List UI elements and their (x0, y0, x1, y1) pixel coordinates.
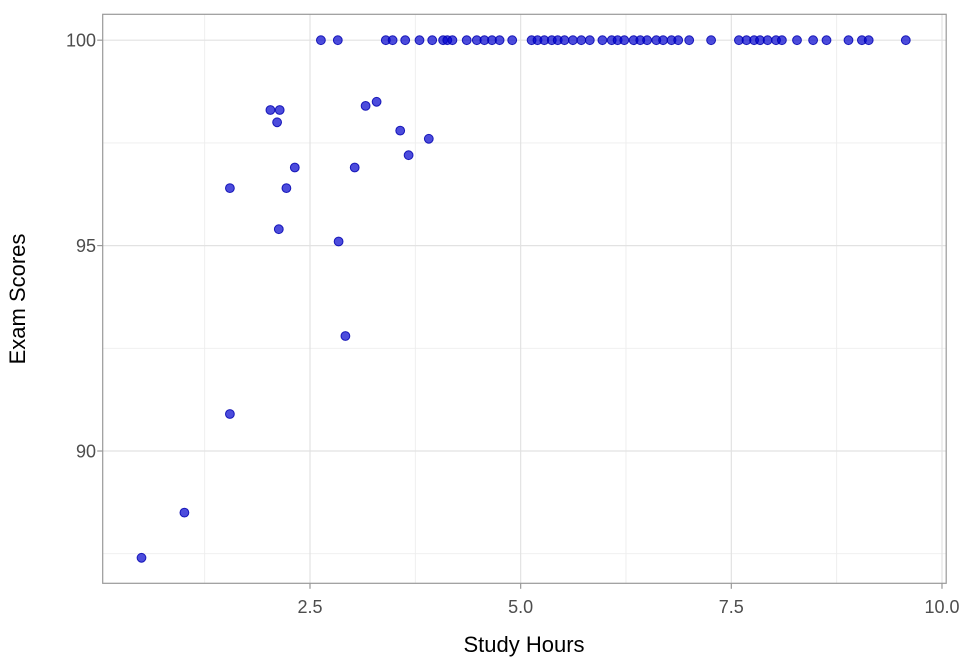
data-point (274, 105, 285, 115)
data-point (762, 35, 773, 46)
data-point (272, 117, 283, 128)
points-layer (136, 35, 911, 563)
data-point (559, 35, 570, 46)
y-axis-title: Exam Scores (5, 234, 30, 365)
data-point (777, 35, 787, 46)
data-point (568, 35, 578, 46)
data-point (642, 35, 652, 46)
axis-tick-labels: 2.5 5.0 7.5 10.0 100 95 90 (66, 30, 960, 617)
data-point (400, 35, 411, 46)
y-tick-label: 90 (76, 441, 96, 461)
data-point (673, 35, 684, 46)
data-point (423, 133, 434, 144)
data-point (494, 35, 505, 46)
data-point (808, 35, 818, 46)
x-tick-label: 2.5 (297, 597, 322, 617)
data-point (225, 409, 235, 419)
data-point (289, 162, 300, 173)
data-point (340, 331, 351, 341)
data-point (136, 552, 147, 563)
data-point (427, 35, 438, 46)
axis-ticks (97, 39, 943, 589)
data-point (658, 35, 668, 46)
data-point (584, 35, 595, 46)
data-point (414, 35, 425, 46)
x-tick-label: 10.0 (924, 597, 959, 617)
data-point (576, 35, 587, 46)
data-point (281, 183, 292, 194)
data-point (273, 224, 284, 235)
panel-border (102, 13, 947, 584)
data-point (371, 96, 382, 107)
data-point (461, 35, 472, 46)
panel-frame (102, 13, 947, 584)
data-point (507, 35, 518, 46)
panel-background (102, 14, 947, 584)
data-point (403, 150, 414, 161)
data-point (265, 105, 276, 115)
data-point (387, 35, 398, 46)
x-tick-label: 5.0 (508, 597, 533, 617)
data-point (863, 35, 874, 46)
grid-layer (102, 14, 947, 584)
data-point (706, 35, 716, 46)
y-tick-label: 95 (76, 236, 96, 256)
data-point (179, 507, 190, 518)
data-point (332, 35, 343, 46)
data-point (225, 183, 235, 194)
y-tick-label: 100 (66, 30, 96, 50)
data-point (792, 35, 802, 46)
data-point (333, 236, 344, 247)
data-point (843, 35, 854, 46)
x-tick-label: 7.5 (719, 597, 744, 617)
data-point (821, 35, 832, 46)
data-point (619, 35, 630, 46)
data-point (349, 162, 360, 173)
data-point (900, 35, 911, 46)
data-point (447, 35, 458, 46)
data-point (684, 35, 695, 46)
data-point (360, 101, 371, 111)
data-point (395, 125, 406, 136)
x-axis-title: Study Hours (463, 632, 584, 657)
data-point (316, 35, 326, 46)
data-point (597, 35, 608, 46)
